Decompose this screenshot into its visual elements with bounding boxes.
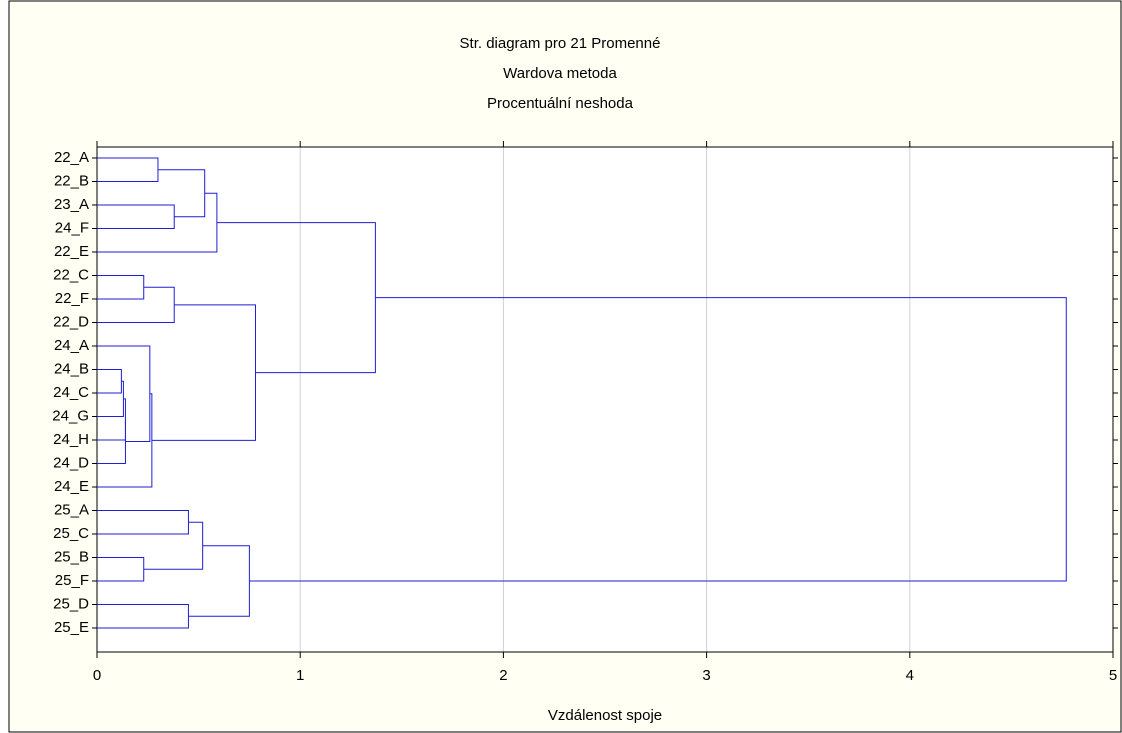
- link: [97, 419, 126, 464]
- leaf-label: 24_C: [53, 384, 89, 401]
- leaf-label: 25_A: [54, 501, 89, 518]
- leaf-label: 24_D: [53, 454, 89, 471]
- chart-subtitle: Procentuální neshoda: [487, 95, 634, 112]
- plot-border: [96, 146, 1114, 653]
- x-tick-label: 1: [296, 667, 304, 684]
- leaf-label: 24_E: [54, 478, 89, 495]
- leaf-label: 23_A: [54, 196, 89, 213]
- leaf-label: 22_C: [53, 266, 89, 283]
- link: [249, 297, 1067, 582]
- leaf-label: 24_H: [53, 431, 89, 448]
- plot-area: [97, 147, 1113, 652]
- leaf-label: 25_C: [53, 525, 89, 542]
- leaf-label: 25_F: [55, 572, 89, 589]
- x-axis-label: Vzdálenost spoje: [548, 707, 662, 724]
- chart-subtitle: Wardova metoda: [503, 65, 617, 82]
- leaf-label: 22_A: [54, 149, 89, 166]
- leaf-label: 24_A: [54, 337, 89, 354]
- leaf-label: 25_D: [53, 595, 89, 612]
- x-tick-label: 5: [1109, 667, 1117, 684]
- leaf-label: 24_G: [52, 407, 89, 424]
- x-tick-label: 2: [499, 667, 507, 684]
- leaf-label: 24_F: [55, 219, 89, 236]
- x-tick-label: 3: [702, 667, 710, 684]
- leaf-label: 25_E: [54, 619, 89, 636]
- leaf-label: 24_B: [54, 360, 89, 377]
- leaf-label: 22_B: [54, 172, 89, 189]
- leaf-label: 22_D: [53, 313, 89, 330]
- leaf-label: 25_B: [54, 548, 89, 565]
- leaf-label: 22_F: [55, 290, 89, 307]
- x-tick-label: 4: [906, 667, 914, 684]
- x-tick-label: 0: [93, 667, 101, 684]
- leaf-label: 22_E: [54, 243, 89, 260]
- chart-title: Str. diagram pro 21 Promenné: [460, 35, 661, 52]
